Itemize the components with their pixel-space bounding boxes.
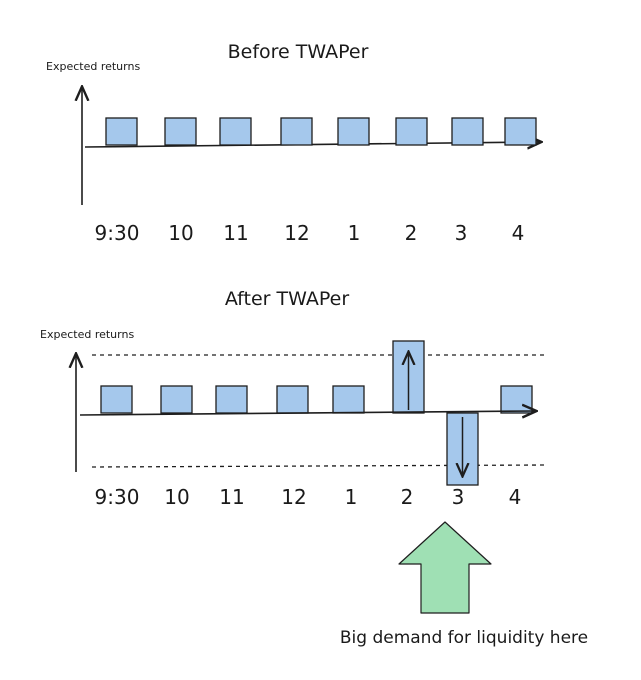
after-tick-labels: 9:30 10 11 12 1 2 3 4	[95, 485, 522, 509]
after-bar-normal	[332, 385, 365, 414]
after-bar-normal	[215, 385, 248, 414]
before-bar-normal	[105, 117, 138, 146]
before-bars	[105, 117, 537, 146]
after-bar-normal	[276, 385, 309, 414]
up-arrow-icon	[398, 521, 492, 614]
after-bar-normal	[160, 385, 193, 414]
after-bar-normal	[500, 385, 533, 414]
tick-label: 11	[219, 485, 244, 509]
tick-label: 10	[164, 485, 189, 509]
after-panel: After TWAPer Expected returns 9:30 10 11…	[40, 288, 546, 509]
annotation-text: Big demand for liquidity here	[340, 628, 588, 648]
tick-label: 1	[348, 221, 361, 245]
before-bar-normal	[280, 117, 313, 146]
before-tick-labels: 9:30 10 11 12 1 2 3 4	[95, 221, 525, 245]
annotation: Big demand for liquidity here	[340, 521, 588, 648]
before-bar-normal	[219, 117, 252, 146]
after-title: After TWAPer	[225, 288, 349, 310]
tick-label: 10	[168, 221, 193, 245]
before-panel: Before TWAPer Expected returns 9:30 10 1…	[46, 41, 540, 245]
after-x-axis	[79, 411, 535, 415]
tick-label: 3	[452, 485, 465, 509]
tick-label: 1	[345, 485, 358, 509]
before-bar-normal	[451, 117, 484, 146]
after-bar-normal	[100, 385, 133, 414]
tick-label: 3	[455, 221, 468, 245]
after-bars	[100, 340, 533, 486]
before-y-axis-label: Expected returns	[46, 60, 140, 73]
tick-label: 2	[401, 485, 414, 509]
before-bar-normal	[504, 117, 537, 146]
tick-label: 9:30	[95, 221, 140, 245]
before-title: Before TWAPer	[228, 41, 369, 63]
after-y-axis-label: Expected returns	[40, 328, 134, 341]
before-bar-normal	[395, 117, 428, 146]
tick-label: 4	[509, 485, 522, 509]
tick-label: 11	[223, 221, 248, 245]
tick-label: 4	[512, 221, 525, 245]
before-bar-normal	[164, 117, 197, 146]
tick-label: 12	[281, 485, 306, 509]
tick-label: 2	[405, 221, 418, 245]
tick-label: 12	[284, 221, 309, 245]
tick-label: 9:30	[95, 485, 140, 509]
before-bar-normal	[337, 117, 370, 146]
